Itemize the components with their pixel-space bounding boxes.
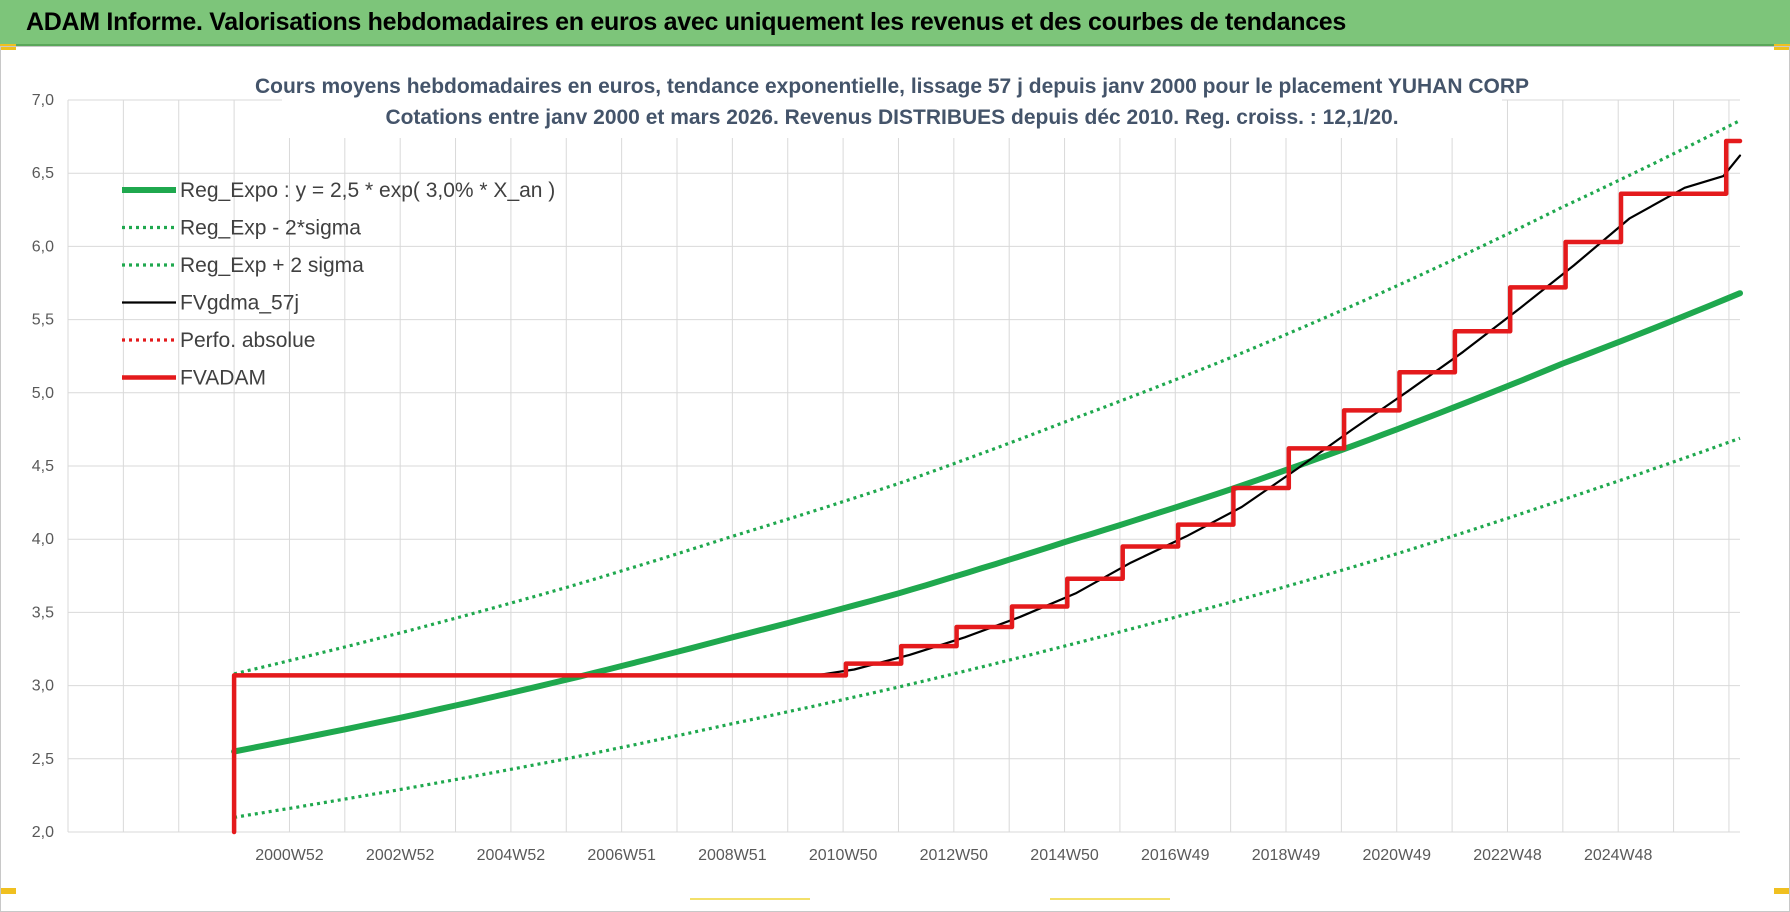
x-tick-label: 2020W49 xyxy=(1362,847,1431,864)
chart-title-line-1: Cours moyens hebdomadaires en euros, ten… xyxy=(255,75,1529,98)
y-tick-label: 4,0 xyxy=(32,531,54,548)
series-line-fvgdma-57j xyxy=(814,154,1742,677)
x-tick-label: 2012W50 xyxy=(920,847,989,864)
y-axis-ticks: 7,0 6,5 6,0 5,5 5,0 4,5 4,0 3,5 3,0 2,5 2,0 xyxy=(32,92,54,841)
x-tick-label: 2002W52 xyxy=(366,847,435,864)
legend-label-fvgdma-57j: FVgdma_57j xyxy=(180,292,299,315)
x-tick-label: 2008W51 xyxy=(698,847,767,864)
legend-label-reg-exp-2-sigma: Reg_Exp + 2 sigma xyxy=(180,254,364,277)
legend: Reg_Expo : y = 2,5 * exp( 3,0% * X_an ) R… xyxy=(122,179,555,390)
chart-title-line-2: Cotations entre janv 2000 et mars 2026. … xyxy=(385,106,1398,129)
title-background xyxy=(282,74,1502,138)
x-tick-label: 2016W49 xyxy=(1141,847,1210,864)
y-tick-label: 3,5 xyxy=(32,604,54,621)
series-line-fvadam xyxy=(231,138,1743,835)
y-tick-label: 2,0 xyxy=(32,824,54,841)
x-tick-label: 2000W52 xyxy=(255,847,324,864)
series-line-reg-exp-2-sigma xyxy=(233,119,1741,676)
report-banner: ADAM Informe. Valorisations hebdomadaire… xyxy=(0,0,1790,46)
x-tick-label: 2022W48 xyxy=(1473,847,1542,864)
x-tick-label: 2006W51 xyxy=(587,847,656,864)
report-title: ADAM Informe. Valorisations hebdomadaire… xyxy=(26,8,1347,36)
legend-label-perfo-absolue: Perfo. absolue xyxy=(180,329,315,352)
corner-marker-top-right xyxy=(1774,44,1790,50)
y-tick-label: 5,0 xyxy=(32,385,54,402)
y-tick-label: 4,5 xyxy=(32,458,54,475)
corner-marker-bottom-right xyxy=(1774,888,1790,894)
x-tick-label: 2018W49 xyxy=(1252,847,1321,864)
legend-label-reg-exp-2-sigma: Reg_Exp - 2*sigma xyxy=(180,217,361,240)
y-tick-label: 5,5 xyxy=(32,312,54,329)
x-tick-label: 2010W50 xyxy=(809,847,878,864)
x-tick-label: 2024W48 xyxy=(1584,847,1653,864)
bottom-accent-right xyxy=(1050,898,1170,900)
legend-label-reg-expo-y-2-5-exp-3-0-x-an: Reg_Expo : y = 2,5 * exp( 3,0% * X_an ) xyxy=(180,179,555,202)
y-tick-label: 3,0 xyxy=(32,678,54,695)
y-tick-label: 6,0 xyxy=(32,238,54,255)
series-group xyxy=(231,119,1743,835)
y-tick-label: 6,5 xyxy=(32,165,54,182)
x-axis-ticks: 2000W52 2002W52 2004W52 2006W51 2008W51 2010W… xyxy=(255,847,1652,864)
series-line-reg-exp-2-sigma xyxy=(233,436,1741,819)
legend-label-fvadam: FVADAM xyxy=(180,367,266,390)
x-tick-label: 2004W52 xyxy=(477,847,546,864)
y-tick-label: 7,0 xyxy=(32,92,54,109)
corner-marker-bottom-left xyxy=(0,888,16,894)
grid xyxy=(67,99,1740,833)
series-line-reg-expo-y-2-5-exp-3-0-x-an xyxy=(231,290,1743,755)
bottom-accent-left xyxy=(690,898,810,900)
x-tick-label: 2014W50 xyxy=(1030,847,1099,864)
y-tick-label: 2,5 xyxy=(32,751,54,768)
corner-marker-top-left xyxy=(0,44,16,50)
